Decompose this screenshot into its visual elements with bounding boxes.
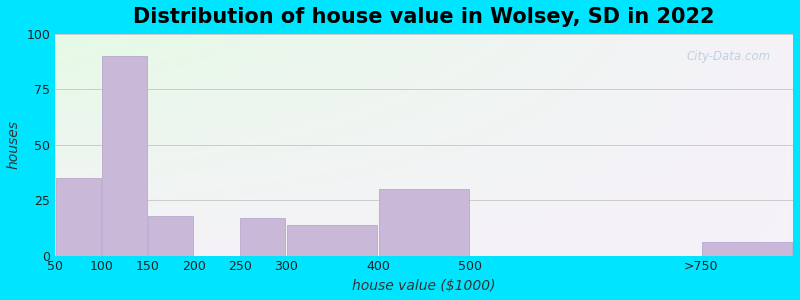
Bar [102,56,147,256]
Bar [56,178,101,256]
X-axis label: house value ($1000): house value ($1000) [352,279,496,293]
Bar [702,242,792,256]
Text: City-Data.com: City-Data.com [686,50,771,63]
Bar [379,189,470,256]
Title: Distribution of house value in Wolsey, SD in 2022: Distribution of house value in Wolsey, S… [134,7,715,27]
Bar [240,218,286,256]
Bar [148,216,193,256]
Bar [286,225,377,256]
Y-axis label: houses: houses [7,120,21,169]
